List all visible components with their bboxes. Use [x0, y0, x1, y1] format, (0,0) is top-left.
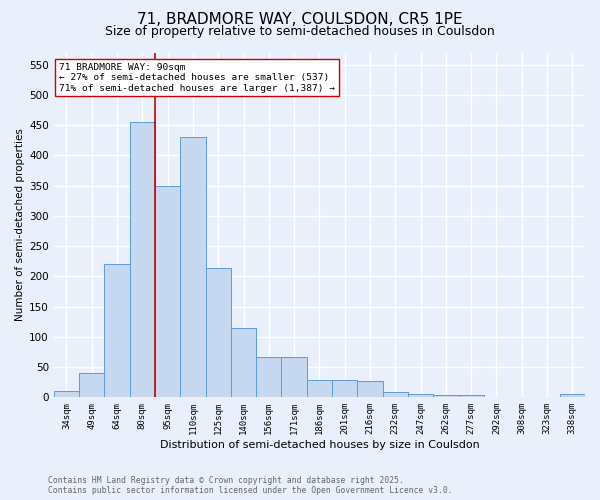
Bar	[155, 186, 180, 398]
Bar	[332, 380, 358, 398]
Bar	[307, 380, 332, 398]
Bar	[180, 137, 206, 398]
Text: 71 BRADMORE WAY: 90sqm
← 27% of semi-detached houses are smaller (537)
71% of se: 71 BRADMORE WAY: 90sqm ← 27% of semi-det…	[59, 63, 335, 92]
Bar	[256, 357, 281, 398]
Bar	[130, 122, 155, 398]
Bar	[79, 373, 104, 398]
Text: Contains HM Land Registry data © Crown copyright and database right 2025.
Contai: Contains HM Land Registry data © Crown c…	[48, 476, 452, 495]
Bar	[408, 394, 433, 398]
Bar	[433, 395, 458, 398]
Bar	[560, 394, 585, 398]
Bar	[358, 381, 383, 398]
Bar	[231, 328, 256, 398]
Bar	[281, 357, 307, 398]
Bar	[104, 264, 130, 398]
Y-axis label: Number of semi-detached properties: Number of semi-detached properties	[15, 128, 25, 322]
Bar	[54, 392, 79, 398]
X-axis label: Distribution of semi-detached houses by size in Coulsdon: Distribution of semi-detached houses by …	[160, 440, 479, 450]
Bar	[206, 268, 231, 398]
Bar	[383, 392, 408, 398]
Text: Size of property relative to semi-detached houses in Coulsdon: Size of property relative to semi-detach…	[105, 25, 495, 38]
Bar	[458, 395, 484, 398]
Text: 71, BRADMORE WAY, COULSDON, CR5 1PE: 71, BRADMORE WAY, COULSDON, CR5 1PE	[137, 12, 463, 28]
